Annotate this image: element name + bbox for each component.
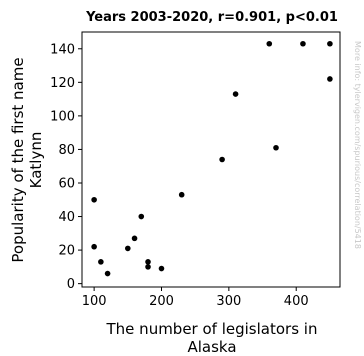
y-axis-label-line-2: Katlynn — [27, 132, 45, 189]
y-tick-label: 0 — [67, 277, 75, 292]
y-tick-label: 40 — [58, 210, 75, 225]
data-point — [273, 144, 279, 151]
data-point — [131, 235, 138, 242]
data-point — [91, 196, 97, 203]
data-point — [327, 40, 333, 47]
y-axis-ticks: 0 20 40 60 80 100 120 140 — [50, 42, 82, 292]
data-point — [145, 259, 151, 265]
x-tick-label: 100 — [82, 294, 107, 309]
y-tick-label: 20 — [58, 244, 75, 259]
x-tick-label: 200 — [149, 294, 174, 309]
data-point — [145, 264, 151, 270]
data-point — [300, 40, 306, 47]
y-tick-label: 140 — [50, 42, 75, 57]
x-tick-label: 300 — [216, 294, 241, 309]
data-point — [138, 213, 145, 220]
chart-title: Years 2003-2020, r=0.901, p<0.01 — [85, 10, 338, 25]
y-axis-label-line-1: Popularity of the first name — [9, 57, 27, 262]
x-axis-label-line-2: Alaska — [187, 338, 236, 356]
data-point — [91, 243, 97, 250]
data-points — [91, 40, 333, 277]
x-axis-ticks: 100 200 300 400 — [82, 287, 309, 309]
y-tick-label: 80 — [58, 143, 75, 158]
x-axis-label-line-1: The number of legislators in — [106, 320, 318, 338]
data-point — [104, 270, 111, 277]
x-tick-label: 400 — [284, 294, 309, 309]
data-point — [327, 76, 333, 82]
data-point — [232, 91, 239, 97]
data-point — [266, 40, 273, 47]
data-point — [178, 191, 185, 198]
data-point — [98, 259, 104, 265]
y-tick-label: 120 — [50, 76, 75, 91]
y-tick-label: 60 — [58, 176, 75, 191]
data-point — [125, 245, 131, 252]
data-point — [158, 265, 165, 272]
data-point — [219, 156, 225, 163]
plot-frame — [81, 31, 341, 288]
plot-area-border — [81, 31, 341, 288]
y-tick-label: 100 — [50, 109, 75, 124]
watermark-text: More info: tylervigen.com/spurious/corre… — [353, 41, 362, 249]
